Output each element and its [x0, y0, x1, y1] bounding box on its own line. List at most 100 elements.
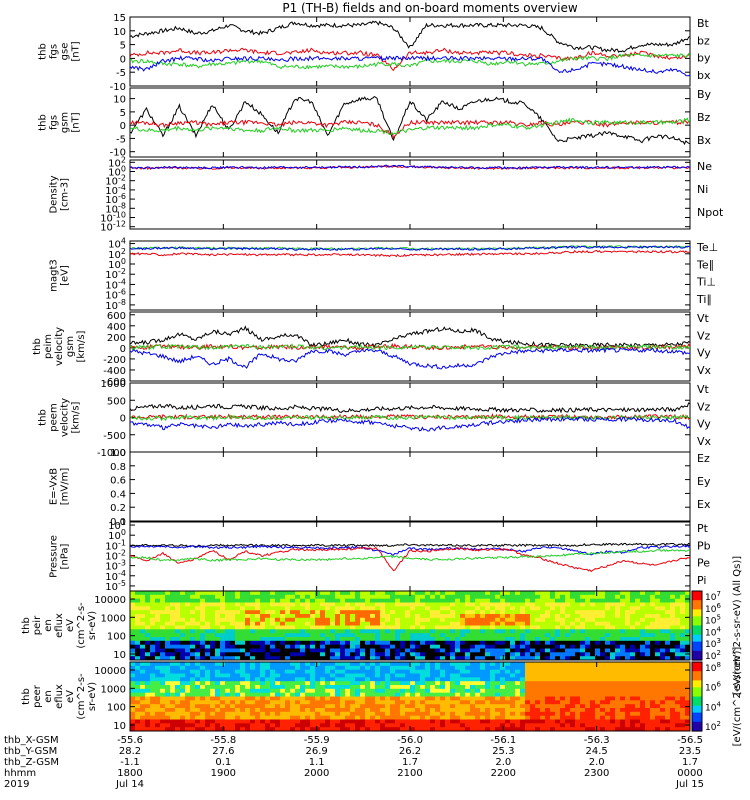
peir-spectrogram-cell	[195, 656, 201, 660]
peir-spectrogram-cell	[535, 625, 541, 630]
peer-spectrogram-cell	[495, 696, 501, 701]
peir-spectrogram-cell	[180, 652, 186, 657]
peer-spectrogram-cell	[225, 681, 231, 686]
peer-spectrogram-cell	[490, 662, 496, 667]
peer-spectrogram-cell	[295, 673, 301, 678]
peir-spectrogram-cell	[365, 656, 371, 660]
peer-spectrogram-cell	[405, 704, 411, 709]
peer-spectrogram-cell	[425, 700, 431, 705]
peir-spectrogram-cell	[545, 621, 551, 627]
peir-spectrogram-cell	[545, 652, 551, 657]
peir-spectrogram-cell	[525, 617, 531, 623]
peir-spectrogram-cell	[295, 625, 301, 630]
peer-spectrogram-cell	[635, 677, 641, 682]
peer-spectrogram-cell	[500, 665, 506, 671]
peer-spectrogram-cell	[430, 696, 436, 701]
peir-spectrogram-cell	[290, 617, 296, 623]
peir-spectrogram-cell	[630, 614, 636, 619]
peim-velocity-legend-0: Vt	[697, 312, 710, 325]
peer-spectrogram-cell	[535, 662, 541, 667]
peir-spectrogram-cell	[640, 656, 646, 660]
peir-spectrogram-cell	[580, 625, 586, 630]
peer-spectrogram-cell	[445, 700, 451, 705]
peir-spectrogram-cell	[370, 594, 376, 600]
peir-spectrogram-cell	[510, 591, 516, 596]
peir-spectrogram-cell	[425, 594, 431, 600]
peir-spectrogram-cell	[355, 591, 361, 596]
peir-spectrogram-cell	[570, 640, 576, 646]
peir-spectrogram-cell	[520, 633, 526, 638]
peir-spectrogram-cell	[390, 629, 396, 634]
peir-spectrogram-cell	[330, 594, 336, 600]
peir-spectrogram-cell	[385, 625, 391, 630]
peir-spectrogram-cell	[140, 633, 146, 638]
peir-spectrogram-cell	[410, 610, 416, 615]
peir-spectrogram-cell	[545, 602, 551, 607]
peer-spectrogram-cell	[130, 688, 136, 694]
peer-spectrogram-cell	[420, 681, 426, 686]
peer-spectrogram-cell	[390, 696, 396, 701]
peer-spectrogram-cell	[600, 704, 606, 709]
peir-spectrogram-cell	[360, 625, 366, 630]
density-series	[130, 164, 690, 171]
peir-spectrogram-cell	[265, 614, 271, 619]
peer-spectrogram-cell	[310, 681, 316, 686]
peer-spectrogram-cell	[305, 665, 311, 671]
peer-spectrogram-cell	[530, 700, 536, 705]
peer-spectrogram-cell	[215, 723, 221, 728]
peir-spectrogram-cell	[355, 633, 361, 638]
peer-spectrogram-cell	[560, 669, 566, 675]
peer-spectrogram-cell	[165, 723, 171, 728]
peer-spectrogram-cell	[455, 704, 461, 709]
peir-spectrogram-cell	[315, 648, 321, 653]
peir-spectrogram-cell	[555, 606, 561, 611]
peer-spectrogram-cell	[375, 662, 381, 667]
peer-spectrogram-cell	[225, 715, 231, 721]
peir-spectrogram-cell	[145, 594, 151, 600]
panel-density: 10210010-210-410-610-810-1010-12Density[…	[49, 155, 724, 233]
peer-spectrogram-cell	[480, 711, 486, 717]
peer-spectrogram-cell	[635, 715, 641, 721]
peir-spectrogram-cell	[350, 640, 356, 646]
peir-spectrogram-cell	[630, 656, 636, 660]
peir-spectrogram-cell	[540, 637, 546, 642]
peer-spectrogram-cell	[360, 685, 366, 690]
peir-spectrogram-cell	[205, 617, 211, 623]
peer-spectrogram-cell	[685, 696, 690, 701]
peir-spectrogram-cell	[350, 648, 356, 653]
peer-spectrogram-cell	[320, 711, 326, 717]
peir-spectrogram-cell	[465, 648, 471, 653]
peir-spectrogram-cell	[555, 633, 561, 638]
peir-spectrogram-cell	[470, 625, 476, 630]
peir-spectrogram-cell	[140, 594, 146, 600]
peer-spectrogram-cell	[210, 688, 216, 694]
peir-spectrogram-ytick-label: 100	[107, 632, 126, 643]
peir-spectrogram-cell	[290, 610, 296, 615]
peir-spectrogram-cell	[555, 621, 561, 627]
peer-spectrogram-cell	[135, 688, 141, 694]
peer-spectrogram-cell	[660, 681, 666, 686]
peir-spectrogram-cell	[410, 625, 416, 630]
peir-spectrogram-cell	[470, 617, 476, 623]
peer-spectrogram-cell	[470, 665, 476, 671]
peer-spectrogram-cell	[260, 711, 266, 717]
peer-spectrogram-cell	[145, 669, 151, 675]
peir-spectrogram-cell	[230, 625, 236, 630]
peir-spectrogram-cell	[595, 640, 601, 646]
peir-spectrogram-cell	[225, 606, 231, 611]
peer-spectrogram-cell	[520, 727, 526, 731]
peir-spectrogram-cell	[370, 629, 376, 634]
peer-spectrogram-cell	[185, 673, 191, 678]
peir-spectrogram-cell	[205, 640, 211, 646]
peir-spectrogram-cell	[420, 652, 426, 657]
temperature-ylabel: magt3[eV]	[49, 259, 71, 292]
peir-spectrogram-cell	[520, 614, 526, 619]
peir-spectrogram-cell	[350, 610, 356, 615]
peer-spectrogram-cell	[150, 727, 156, 731]
peir-spectrogram-ytick-label: 10	[113, 650, 126, 661]
peer-spectrogram-cell	[310, 715, 316, 721]
panel-peem-velocity: 10005000-500-1000thbpeemvelocity[km/s]Vt…	[38, 379, 712, 459]
peir-spectrogram-cell	[635, 602, 641, 607]
peir-spectrogram-cell	[420, 637, 426, 642]
